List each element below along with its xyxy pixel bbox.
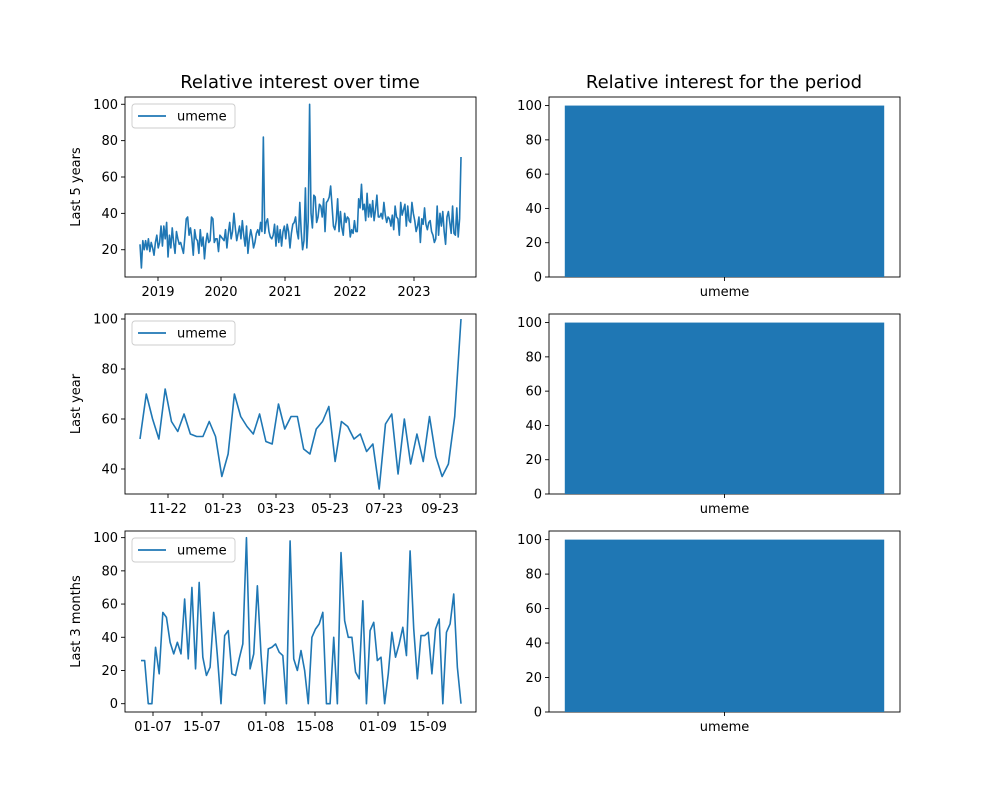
last_year-line-chart: 40 60 80 100 11-22 01-23 03-23 05-23 07-23 09-23 L…: [69, 313, 477, 517]
last_year-axes-frame: [124, 313, 477, 495]
five_years-xtick-label: 2023: [397, 285, 430, 300]
last_year-ylabel: Last year: [69, 373, 84, 434]
last_year-legend-label: umeme: [177, 327, 227, 342]
last_3_months-line-chart: 0 20 40 60 80 100 01-07 15-07 01-08 15-08 01-09 15-…: [69, 530, 477, 735]
last_year-xtick-label: 07-23: [365, 502, 403, 517]
last_year-ytick-label: 60: [101, 413, 118, 428]
five_years_total-ytick-label: 40: [525, 202, 542, 217]
five_years-ytick-label: 20: [101, 243, 118, 258]
last_3_months-series-umeme-line: [141, 536, 462, 705]
last_3_months-xtick-label: 15-07: [183, 720, 221, 735]
last_3_months-xtick-label: 01-07: [134, 720, 172, 735]
last_year_total-xtick-label: umeme: [700, 502, 750, 517]
last_3_months_total-ytick-label: 0: [534, 706, 542, 721]
last_year-ytick-label: 100: [93, 313, 118, 328]
last_year_total-ytick-label: 40: [525, 419, 542, 434]
five_years-ytick-label: 100: [93, 98, 118, 113]
last_year_total-ytick-label: 100: [517, 316, 542, 331]
five_years-line-chart: 20 40 60 80 100 2019 2020 2021 2022 2023 Last 5 ye…: [69, 96, 477, 300]
last_3_months_total-ytick-label: 40: [525, 637, 542, 652]
last_year-series-umeme-line: [139, 318, 462, 490]
last_year-legend-box: [131, 320, 236, 346]
five_years_total-bar-chart: 0 20 40 60 80 100 umeme: [517, 96, 901, 300]
last_year-xtick-label: 01-23: [204, 502, 242, 517]
five_years-legend-label: umeme: [177, 110, 227, 125]
last_3_months-xtick-label: 01-08: [247, 720, 285, 735]
last_3_months-legend-label: umeme: [177, 544, 227, 559]
last_year-legend: umeme: [131, 320, 236, 346]
last_3_months-legend: umeme: [131, 537, 236, 563]
five_years_total-ytick-label: 0: [534, 271, 542, 286]
last_year_total-ytick-label: 80: [525, 350, 542, 365]
five_years-xtick-label: 2020: [204, 285, 237, 300]
last_3_months_total-ytick-label: 100: [517, 533, 542, 548]
five_years_total-bar-umeme: [564, 105, 885, 277]
last_3_months-ytick-label: 100: [93, 531, 118, 546]
five_years-ytick-label: 80: [101, 134, 118, 149]
five_years-ytick-label: 60: [101, 171, 118, 186]
last_year_total-ytick-label: 0: [534, 488, 542, 503]
last_year-ytick-label: 40: [101, 463, 118, 478]
last_3_months-ytick-label: 0: [110, 697, 118, 712]
last_3_months-xtick-label: 15-08: [296, 720, 334, 735]
five_years_total-ytick-label: 60: [525, 168, 542, 183]
five_years_total-ytick-label: 100: [517, 99, 542, 114]
five_years_total-ytick-label: 80: [525, 133, 542, 148]
last_year_total-bar-umeme: [564, 322, 885, 494]
last_3_months-legend-box: [131, 537, 236, 563]
five_years_total-ytick-label: 20: [525, 236, 542, 251]
last_3_months-xtick-label: 01-09: [359, 720, 397, 735]
last_year_total-bar-chart: 0 20 40 60 80 100 umeme: [517, 313, 901, 517]
five_years-xtick-label: 2019: [141, 285, 174, 300]
last_3_months-xtick-label: 15-09: [409, 720, 447, 735]
five_years-axes-frame: [124, 96, 477, 278]
five_years-legend-box: [131, 103, 236, 129]
last_3_months-ytick-label: 40: [101, 631, 118, 646]
last_3_months_total-ytick-label: 60: [525, 602, 542, 617]
last_3_months-ytick-label: 80: [101, 564, 118, 579]
last_3_months-axes-frame: [124, 530, 477, 713]
five_years-series-umeme-line: [139, 103, 462, 269]
right-column-title: Relative interest for the period: [586, 72, 862, 93]
last_3_months-ytick-label: 60: [101, 598, 118, 613]
five_years-legend: umeme: [131, 103, 236, 129]
last_year-ytick-label: 80: [101, 363, 118, 378]
last_3_months-ylabel: Last 3 months: [69, 575, 84, 668]
left-column-title: Relative interest over time: [180, 72, 420, 93]
last_3_months_total-bar-chart: 0 20 40 60 80 100 umeme: [517, 530, 901, 735]
five_years-ylabel: Last 5 years: [69, 147, 84, 227]
last_3_months_total-ytick-label: 80: [525, 568, 542, 583]
last_year-xtick-label: 09-23: [421, 502, 459, 517]
last_year_total-ytick-label: 60: [525, 385, 542, 400]
last_year-xtick-label: 05-23: [311, 502, 349, 517]
five_years-xtick-label: 2021: [268, 285, 301, 300]
last_3_months_total-xtick-label: umeme: [700, 720, 750, 735]
last_year-xtick-label: 03-23: [257, 502, 295, 517]
five_years_total-xtick-label: umeme: [700, 285, 750, 300]
last_3_months_total-ytick-label: 20: [525, 671, 542, 686]
last_3_months_total-bar-umeme: [564, 539, 885, 712]
last_3_months-ytick-label: 20: [101, 664, 118, 679]
five_years-ytick-label: 40: [101, 207, 118, 222]
last_year_total-ytick-label: 20: [525, 453, 542, 468]
last_year-xtick-label: 11-22: [149, 502, 187, 517]
five_years-xtick-label: 2022: [333, 285, 366, 300]
